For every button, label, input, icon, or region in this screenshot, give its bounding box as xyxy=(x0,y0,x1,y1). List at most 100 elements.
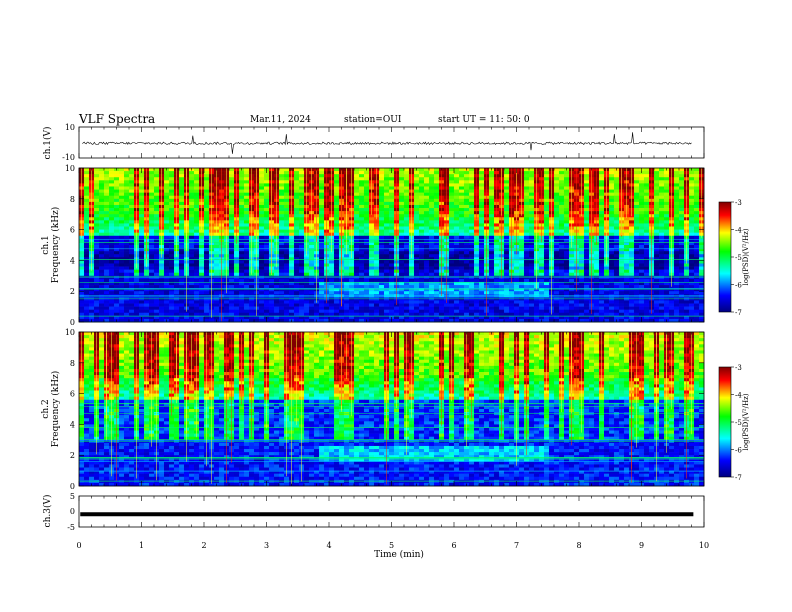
spectrogram-cell xyxy=(114,269,120,274)
spectrogram-cell xyxy=(449,217,455,221)
spectrogram-cell xyxy=(489,177,495,181)
spectrogram-cell xyxy=(529,235,535,240)
spectrogram-cell xyxy=(469,235,475,240)
spectrogram-cell xyxy=(594,257,600,261)
spectrogram-cell xyxy=(434,238,440,243)
spectrogram-cell xyxy=(504,183,510,187)
spectrogram-cell xyxy=(654,214,660,218)
spectrogram-cell xyxy=(684,263,690,267)
spectrogram-cell xyxy=(584,214,590,218)
spectrogram-cell xyxy=(244,201,250,206)
spectrogram-cell xyxy=(94,192,100,197)
spectrogram-cell xyxy=(389,235,395,240)
spectrogram-cell xyxy=(94,272,100,277)
spectrogram-cell xyxy=(494,263,500,267)
spectrogram-cell xyxy=(229,171,235,175)
spectrogram-cell xyxy=(264,211,270,215)
spectrogram-cell xyxy=(524,238,530,243)
spectrogram-cell xyxy=(519,214,525,218)
spectrogram-cell xyxy=(299,278,305,283)
spectrogram-cell xyxy=(124,229,130,233)
spectrogram-cell xyxy=(699,281,705,286)
spectrogram-cell xyxy=(204,260,210,264)
spectrogram-cell xyxy=(599,281,605,286)
spectrogram-cell xyxy=(244,177,250,181)
spectrogram-cell xyxy=(294,208,300,212)
spectrogram-cell xyxy=(694,281,700,286)
spectrogram-cell xyxy=(414,235,420,240)
spectrogram-cell xyxy=(89,288,95,292)
spectrogram-cell xyxy=(504,211,510,215)
spectrogram-cell xyxy=(554,168,560,172)
spectrogram-cell xyxy=(294,245,300,249)
spectrogram-cell xyxy=(594,254,600,258)
spectrogram-cell xyxy=(379,238,385,243)
spectrogram-cell xyxy=(674,272,680,277)
spectrogram-cell xyxy=(604,278,610,283)
spectrogram-cell xyxy=(524,174,530,178)
spectrogram-cell xyxy=(229,257,235,261)
spectrogram-cell xyxy=(379,208,385,212)
spectrogram-cell xyxy=(424,186,430,190)
spectrogram-cell xyxy=(199,238,205,243)
spectrogram-cell xyxy=(599,251,605,255)
spectrogram-cell xyxy=(429,229,435,233)
spectrogram-cell xyxy=(104,177,110,181)
spectrogram-cell xyxy=(434,241,440,246)
spectrogram-cell xyxy=(239,189,245,193)
spectrogram-cell xyxy=(594,269,600,274)
spectrogram-cell xyxy=(204,168,210,172)
spectrogram-cell xyxy=(619,288,625,292)
spectrogram-cell xyxy=(109,183,115,187)
spectrogram-cell xyxy=(654,168,660,172)
spectrogram-cell xyxy=(384,174,390,178)
spectrogram-cell xyxy=(529,241,535,246)
spectrogram-cell xyxy=(389,241,395,246)
spectrogram-cell xyxy=(114,241,120,246)
spectrogram-cell xyxy=(164,201,170,206)
spectrogram-cell xyxy=(259,263,265,267)
spectrogram-cell xyxy=(464,214,470,218)
spectrogram-cell xyxy=(229,180,235,184)
spectrogram-cell xyxy=(159,285,165,289)
spectrogram-cell xyxy=(264,272,270,277)
spectrogram-cell xyxy=(369,248,375,252)
spectrogram-cell xyxy=(319,220,325,224)
spectrogram-cell xyxy=(319,266,325,270)
spectrogram-cell xyxy=(374,260,380,264)
spectrogram-cell xyxy=(189,285,195,289)
spectrogram-cell xyxy=(199,263,205,267)
spectrogram-cell xyxy=(289,263,295,267)
spectrogram-cell xyxy=(429,269,435,274)
spectrogram-cell xyxy=(194,285,200,289)
spectrogram-cell xyxy=(84,195,90,200)
spectrogram-cell xyxy=(424,254,430,258)
spectrogram-cell xyxy=(189,257,195,261)
spectrogram-cell xyxy=(459,278,465,283)
spectrogram-cell xyxy=(654,226,660,230)
spectrogram-cell xyxy=(199,278,205,283)
spectrogram-cell xyxy=(679,177,685,181)
spectrogram-cell xyxy=(344,288,350,292)
spectrogram-cell xyxy=(634,272,640,277)
spectrogram-cell xyxy=(479,241,485,246)
spectrogram-cell xyxy=(469,174,475,178)
spectrogram-cell xyxy=(434,174,440,178)
spectrogram-cell xyxy=(154,245,160,249)
spectrogram-cell xyxy=(364,195,370,200)
spectrogram-cell xyxy=(304,272,310,277)
spectrogram-cell xyxy=(409,278,415,283)
spectrogram-cell xyxy=(84,241,90,246)
spectrogram-cell xyxy=(579,281,585,286)
spectrogram-cell xyxy=(389,208,395,212)
spectrogram-cell xyxy=(359,288,365,292)
spectrogram-cell xyxy=(349,260,355,264)
spectrogram-cell xyxy=(539,278,545,283)
spectrogram-cell xyxy=(329,281,335,286)
spectrogram-cell xyxy=(454,183,460,187)
spectrogram-cell xyxy=(409,288,415,292)
spectrogram-cell xyxy=(609,288,615,292)
spectrogram-cell xyxy=(149,183,155,187)
spectrogram-cell xyxy=(294,183,300,187)
spectrogram-cell xyxy=(104,251,110,255)
